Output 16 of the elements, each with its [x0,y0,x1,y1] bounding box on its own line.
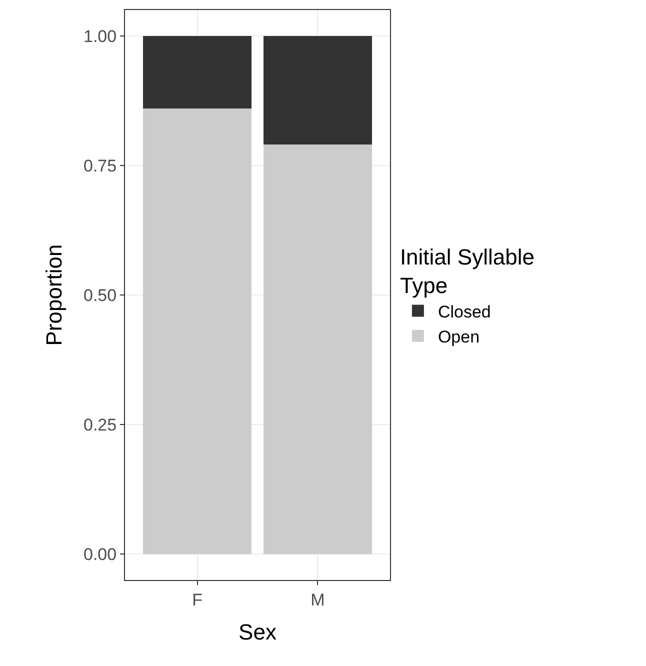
x-axis-title: Sex [238,619,276,644]
y-tick-label: 0.00 [84,545,117,564]
legend-label: Open [438,327,480,346]
y-axis-title: Proportion [41,244,66,346]
y-tick-label: 0.25 [84,416,117,434]
bar [143,36,252,108]
bar [264,36,372,145]
x-tick-label: M [310,590,325,610]
y-tick-label: 1.00 [84,26,117,46]
bar [264,144,372,554]
legend-title: Initial Syllable Type [400,244,534,298]
y-tick-label: 0.75 [84,156,117,176]
legend-label: Closed [438,302,491,322]
x-tick-label: F [192,590,202,610]
bar [143,108,252,554]
y-tick-label: 0.50 [84,286,117,305]
